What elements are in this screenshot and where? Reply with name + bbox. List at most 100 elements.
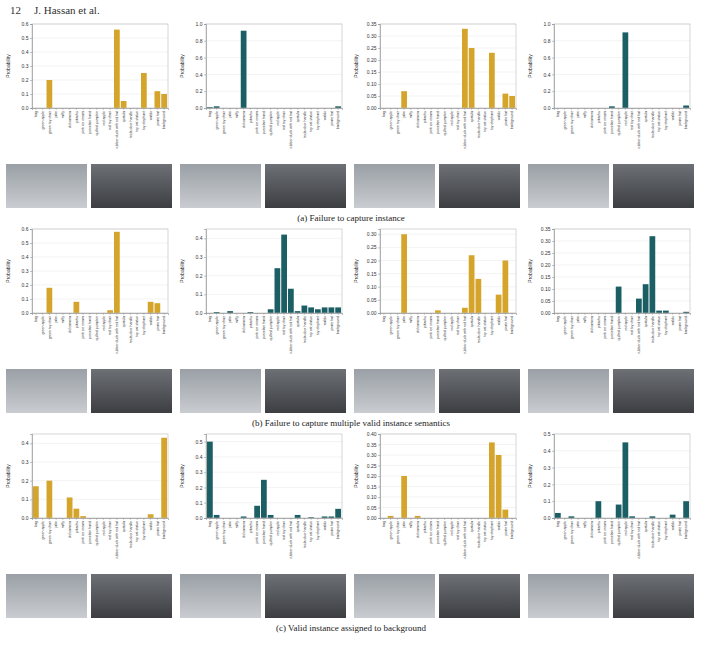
y-tick: 0.4	[22, 49, 32, 55]
y-tick: 0.1	[196, 500, 206, 506]
y-tick-label: 0.1	[22, 91, 29, 97]
y-axis-title: Probability	[527, 259, 533, 283]
grid-line	[32, 66, 168, 67]
x-tick-label: rubber duck with red hat	[637, 316, 641, 354]
bar	[650, 236, 656, 313]
x-tick: spatula	[644, 313, 648, 327]
x-tick: pink ice cream	[255, 108, 259, 134]
grid	[32, 229, 168, 313]
bar	[47, 288, 53, 313]
y-tick-mark	[552, 468, 554, 469]
x-tick-label: background	[684, 316, 688, 334]
x-tick-label: miffy	[583, 521, 587, 529]
x-tick: miffy	[583, 518, 587, 528]
x-tick-mark	[270, 518, 271, 520]
x-tick-mark	[557, 313, 558, 315]
y-tick-label: 0.15	[367, 271, 377, 277]
x-tick-mark	[290, 518, 291, 520]
x-tick-mark	[478, 518, 479, 520]
x-tick-mark	[290, 108, 291, 110]
y-tick-label: 0.2	[196, 88, 203, 94]
y-tick-mark	[378, 274, 380, 275]
x-tick-label: toy cat statue	[657, 316, 661, 337]
x-tick-mark	[331, 108, 332, 110]
bar	[261, 480, 267, 518]
x-tick: pikachu	[249, 313, 253, 328]
y-tick-mark	[378, 261, 380, 262]
page-number: 12	[10, 4, 21, 16]
bar	[616, 505, 622, 518]
grid	[380, 234, 516, 313]
x-tick-mark	[611, 518, 612, 520]
y-tick: 0.25	[367, 244, 380, 250]
y-tick-label: 0.20	[367, 473, 377, 479]
x-tick-label: pikachu	[423, 316, 427, 328]
x-tick-label: red toy chair	[630, 315, 634, 335]
x-tick-mark	[564, 518, 565, 520]
grid-line	[554, 301, 690, 302]
x-tick-mark	[437, 313, 438, 315]
x-tick: red toy chair	[630, 313, 634, 335]
x-tick-label: pink ice cream	[429, 111, 433, 134]
grid-line	[554, 265, 690, 266]
bar	[107, 310, 113, 313]
grid-line	[380, 247, 516, 248]
x-tick-mark	[491, 313, 492, 315]
x-tick: tesla door handle	[303, 313, 307, 343]
x-tick: red toy chair	[630, 108, 634, 130]
x-tick-mark	[584, 108, 585, 110]
x-tick-mark	[116, 518, 117, 520]
y-tick-mark	[30, 243, 32, 244]
bars	[609, 32, 689, 108]
y-tick: 0.0	[22, 310, 32, 316]
x-tick-label: old camera	[590, 521, 594, 538]
x-tick-label: tesla door handle	[477, 111, 481, 138]
chart: 0.000.050.100.150.200.250.300.35baggreen…	[353, 21, 520, 208]
x-tick-label: old camera	[416, 521, 420, 538]
x-tick: background	[336, 518, 340, 539]
x-tick-mark	[311, 518, 312, 520]
bar	[401, 234, 407, 313]
x-tick-label: old camera	[590, 316, 594, 333]
x-tick: red apple	[276, 108, 280, 126]
x-tick-mark	[404, 313, 405, 315]
x-tick-mark	[665, 108, 666, 110]
x-tick: tesla door handle	[651, 518, 655, 548]
x-tick: red toy chair	[108, 108, 112, 130]
x-tick-mark	[250, 108, 251, 110]
photo	[6, 369, 87, 413]
x-tick-mark	[150, 313, 151, 315]
x-tick: toy cat statue	[309, 518, 313, 542]
x-tick: quilted pumpkin	[269, 518, 273, 546]
y-tick-label: 0.6	[196, 55, 203, 61]
x-tick: background	[684, 518, 688, 539]
x-tick: bag	[34, 108, 38, 117]
y-tick-label: 0.6	[22, 226, 29, 232]
x-tick-label: red toy chair	[108, 520, 112, 540]
bars	[616, 236, 689, 313]
chart: 0.000.050.100.150.200.250.30baggreen app…	[353, 229, 520, 413]
x-axis: baggreen applegreen toy chairjakemiffyol…	[555, 108, 691, 149]
x-tick-mark	[618, 518, 619, 520]
bar	[281, 235, 287, 313]
y-tick: 0.8	[544, 38, 554, 44]
y-tick-label: 0.05	[367, 297, 377, 303]
y-tick-label: 0.4	[544, 448, 551, 454]
y-tick-mark	[30, 52, 32, 53]
x-tick-label: porcelain hand	[262, 521, 266, 544]
y-tick-mark	[204, 24, 206, 25]
bar	[214, 515, 220, 518]
y-tick: 0.20	[367, 57, 380, 63]
y-tick: 0.5	[22, 240, 32, 246]
x-axis: baggreen applegreen toy chairjakemiffyol…	[381, 313, 517, 354]
x-tick: tesla door handle	[129, 108, 133, 138]
x-tick-label: jake	[228, 521, 232, 528]
x-tick-mark	[49, 518, 50, 520]
x-tick-label: red apple	[624, 111, 628, 126]
y-axis-line	[378, 435, 381, 519]
x-tick: porcelain hand	[610, 518, 614, 544]
x-tick-label: green apple	[215, 316, 219, 335]
x-tick-label: background	[336, 521, 340, 539]
x-tick-mark	[397, 518, 398, 520]
bars	[47, 232, 161, 313]
